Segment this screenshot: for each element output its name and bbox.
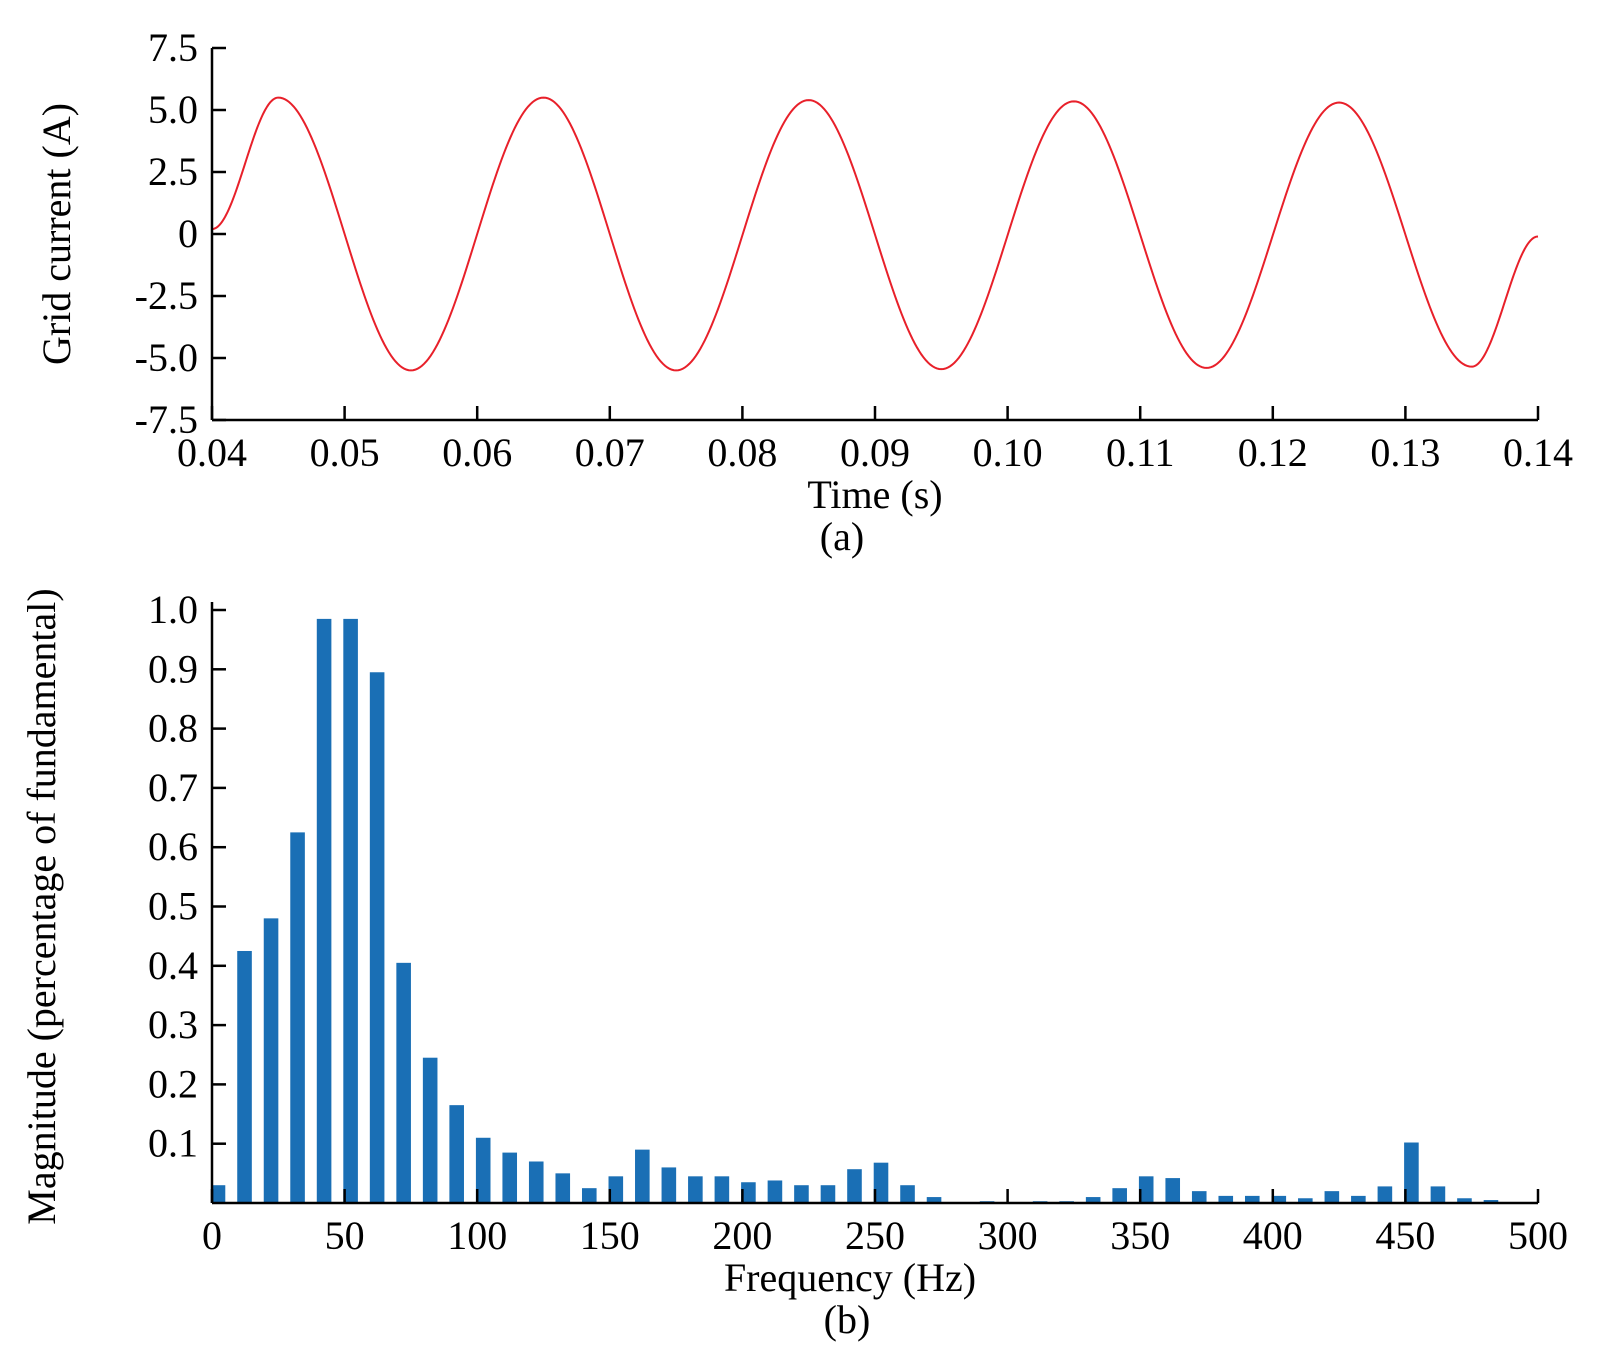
y-tick-label-b: 0.8 [148,706,198,751]
spectrum-bar [741,1182,756,1203]
spectrum-bar [635,1149,650,1203]
spectrum-bar [1377,1186,1393,1203]
x-tick-label-b: 100 [447,1213,507,1258]
x-tick-label-a: 0.08 [707,430,777,475]
x-axis-title-b: Frequency (Hz) [724,1255,976,1300]
spectrum-bar [820,1185,836,1203]
x-tick-label-b: 350 [1110,1213,1170,1258]
y-tick-label-a: 5.0 [148,87,198,132]
y-tick-label-a: -5.0 [135,335,198,380]
x-tick-label-b: 200 [712,1213,772,1258]
y-tick-label-a: -2.5 [135,273,198,318]
spectrum-bar [794,1185,809,1203]
x-tick-label-a: 0.13 [1370,430,1440,475]
y-tick-label-b: 1.0 [148,587,198,632]
x-tick-label-b: 150 [580,1213,640,1258]
y-tick-label-b: 0.1 [148,1121,198,1166]
spectrum-bar [290,832,305,1204]
x-tick-label-b: 50 [325,1213,365,1258]
x-tick-label-a: 0.06 [442,430,512,475]
spectrum-bar [1271,1195,1287,1203]
x-axis-title-a: Time (s) [807,472,942,517]
y-tick-label-a: 7.5 [148,25,198,70]
spectrum-bar [581,1188,597,1203]
x-tick-label-b: 450 [1375,1213,1435,1258]
x-tick-label-b: 0 [202,1213,222,1258]
spectrum-bar [1165,1178,1181,1203]
x-tick-label-b: 300 [978,1213,1038,1258]
spectrum-bar [608,1176,624,1203]
y-tick-label-b: 0.5 [148,884,198,929]
spectrum-bar [263,918,279,1203]
y-tick-label-b: 0.6 [148,824,198,869]
x-tick-label-a: 0.07 [575,430,645,475]
spectrum-bar [343,618,358,1203]
spectrum-bar [555,1173,571,1203]
y-tick-label-b: 0.9 [148,646,198,691]
time-domain-chart: 7.55.02.50-2.5-5.0-7.5 0.04 0.05 0.06 0.07 0… [34,25,1573,559]
spectrum-bar [237,950,252,1203]
y-tick-label-a: 2.5 [148,149,198,194]
y-axis-title-a: Grid current (A) [34,103,79,365]
x-tick-label-a: 0.11 [1106,430,1175,475]
spectrum-bar [714,1176,730,1203]
x-tick-label-a: 0.10 [973,430,1043,475]
y-tick-label-b: 0.7 [148,765,198,810]
spectrum-bar [1244,1195,1260,1203]
grid-current-line [211,96,1539,372]
y-axis-title-b: Magnitude (percentage of fundamental) [19,588,64,1224]
spectrum-bar [1298,1198,1313,1203]
x-tick-label-b: 250 [845,1213,905,1258]
spectrum-bar [873,1162,889,1203]
x-tick-label-a: 0.05 [310,430,380,475]
spectrum-bar [688,1176,703,1203]
spectrum-bar [1483,1200,1499,1203]
spectrum-bar [502,1152,518,1203]
spectrum-bar [1138,1176,1154,1203]
spectrum-bar [449,1105,464,1203]
spectrum-bar [528,1161,544,1203]
panel-label-b: (b) [824,1297,871,1342]
x-tick-label-b: 400 [1243,1213,1303,1258]
y-tick-label-b: 0.2 [148,1061,198,1106]
spectrum-bar [1112,1188,1127,1203]
y-axis-ticks-b: 0.1 0.2 0.3 0.4 0.5 0.6 0.7 0.8 0.9 1.0 [148,587,226,1166]
y-tick-label-a: -7.5 [135,397,198,442]
spectrum-bar [1351,1195,1366,1203]
spectrum-bar [422,1057,438,1203]
spectrum-bar [847,1169,862,1203]
spectrum-bar [661,1167,677,1203]
spectrum-bar [1457,1198,1472,1203]
spectrum-bar [1191,1191,1207,1203]
spectrum-bar [1085,1197,1101,1203]
y-tick-label-b: 0.4 [148,943,198,988]
spectrum-bar [212,1185,226,1203]
x-tick-label-b: 500 [1508,1213,1568,1258]
y-tick-label-a: 0 [178,211,198,256]
spectrum-bar [767,1180,783,1203]
spectrum-bars [212,618,1499,1204]
spectrum-bar [475,1137,491,1203]
panel-label-a: (a) [820,514,864,559]
x-tick-label-a: 0.04 [177,430,247,475]
spectrum-bar [1404,1142,1419,1203]
spectrum-bar [1430,1186,1446,1203]
y-tick-label-b: 0.3 [148,1002,198,1047]
x-tick-label-a: 0.14 [1503,430,1573,475]
spectrum-bar [1218,1195,1234,1203]
spectrum-bar [396,962,411,1203]
spectrum-bar [316,618,332,1203]
spectrum-bar [900,1185,915,1203]
spectrum-bar [1324,1191,1340,1203]
spectrum-bar [926,1197,942,1203]
x-axis-ticks-b: 0 50 100 150 200 250 300 350 400 450 500 [202,1189,1568,1258]
x-tick-label-a: 0.09 [840,430,910,475]
frequency-spectrum-chart: 0.1 0.2 0.3 0.4 0.5 0.6 0.7 0.8 0.9 1.0 0 50 100 150… [19,587,1568,1342]
x-axis-ticks-a: 0.04 0.05 0.06 0.07 0.08 0.09 0.10 0.11 0.12 0.13… [177,406,1573,475]
x-tick-label-a: 0.12 [1238,430,1308,475]
spectrum-bar [369,672,385,1203]
